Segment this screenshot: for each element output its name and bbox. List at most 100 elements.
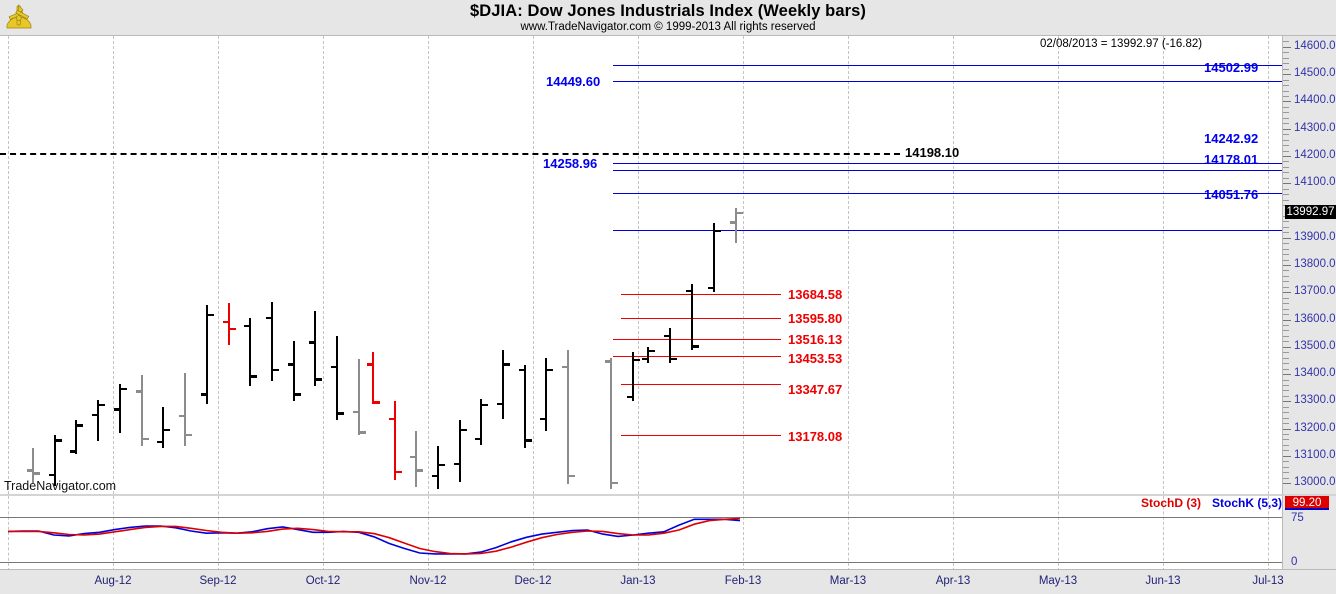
dashed-level-line[interactable]	[0, 153, 900, 155]
price-minor-tick	[1283, 63, 1289, 65]
price-minor-tick	[1283, 232, 1289, 234]
ohlc-bar-range	[97, 399, 100, 441]
price-minor-tick	[1283, 41, 1289, 43]
ohlc-bar-range	[735, 207, 738, 244]
price-minor-tick	[1283, 477, 1289, 479]
price-minor-tick	[1283, 406, 1289, 408]
ohlc-bar-range	[32, 447, 35, 484]
ohlc-bar-open-tick	[70, 450, 75, 453]
ohlc-bar-close-tick	[715, 229, 721, 232]
support-line[interactable]	[621, 435, 781, 436]
ohlc-bar-range	[713, 222, 716, 293]
ohlc-bar-range	[358, 359, 361, 436]
price-minor-tick	[1283, 123, 1289, 125]
ohlc-bar-open-tick	[605, 360, 610, 363]
price-minor-tick	[1283, 259, 1289, 261]
ohlc-bar-range	[545, 357, 548, 432]
ohlc-bar-range	[372, 352, 375, 405]
price-minor-tick	[1283, 363, 1289, 365]
price-tick	[1283, 74, 1291, 76]
ohlc-bar-open-tick	[664, 334, 669, 337]
support-line[interactable]	[621, 318, 781, 319]
ohlc-bar-close-tick	[56, 439, 62, 442]
support-line[interactable]	[621, 294, 781, 295]
resistance-line[interactable]	[613, 230, 1282, 231]
price-plot-area[interactable]: 02/08/2013 = 13992.97 (-16.82) 14198.10 …	[0, 36, 1283, 494]
date-tick-label: Oct-12	[305, 575, 341, 587]
ohlc-bar-open-tick	[389, 417, 394, 421]
support-label: 13347.67	[788, 382, 843, 397]
ohlc-bar-close-tick	[439, 464, 445, 467]
resistance-line[interactable]	[613, 163, 1282, 164]
resistance-label-right: 14178.01	[1204, 152, 1259, 167]
ohlc-bar-close-tick	[99, 404, 105, 407]
gridline-vertical	[953, 36, 954, 494]
support-line[interactable]	[613, 339, 781, 340]
ohlc-bar-close-tick	[34, 472, 40, 475]
ohlc-bar-range	[459, 420, 462, 482]
price-minor-tick	[1283, 314, 1289, 316]
price-minor-tick	[1283, 352, 1289, 354]
ohlc-bar-close-tick	[230, 327, 236, 331]
resistance-line[interactable]	[613, 81, 1282, 82]
price-minor-tick	[1283, 95, 1289, 97]
date-tick-label: Dec-12	[514, 575, 552, 587]
stoch-level-75-line	[0, 517, 1282, 518]
resistance-label-left: 14258.96	[543, 156, 598, 171]
date-tick-label: Jul-13	[1252, 575, 1284, 587]
price-minor-tick	[1283, 472, 1289, 474]
price-minor-tick	[1283, 308, 1289, 310]
date-axis[interactable]: Aug-12 Sep-12 Oct-12 Nov-12 Dec-12 Jan-13 Feb-…	[0, 569, 1336, 594]
ohlc-bar-range	[502, 349, 505, 420]
price-minor-tick	[1283, 297, 1289, 299]
price-minor-tick	[1283, 172, 1289, 174]
last-quote-readout: 02/08/2013 = 13992.97 (-16.82)	[1040, 38, 1203, 50]
support-line[interactable]	[613, 356, 781, 357]
resistance-line[interactable]	[613, 193, 1282, 194]
stoch-level-0-label: 0	[1291, 556, 1298, 568]
gridline-vertical	[743, 36, 744, 494]
price-minor-tick	[1283, 423, 1289, 425]
ohlc-bar-range	[691, 284, 694, 350]
ohlc-bar-open-tick	[686, 289, 691, 292]
price-minor-tick	[1283, 434, 1289, 436]
ohlc-bar-open-tick	[627, 395, 632, 399]
ohlc-bar-close-tick	[121, 387, 127, 391]
gridline-vertical	[428, 496, 429, 569]
resistance-label-right: 14242.92	[1204, 131, 1259, 146]
price-minor-tick	[1283, 368, 1289, 370]
resistance-line[interactable]	[613, 170, 1282, 171]
sextant-icon	[6, 4, 32, 29]
price-tick	[1283, 128, 1291, 130]
ohlc-bar-open-tick	[497, 402, 502, 406]
ohlc-bar-range	[524, 364, 527, 448]
ohlc-bar-open-tick	[179, 414, 184, 418]
price-tick	[1283, 455, 1291, 457]
ohlc-bar-range	[336, 335, 339, 421]
ohlc-bar-open-tick	[309, 341, 314, 344]
gridline-vertical	[533, 36, 534, 494]
ohlc-bar-range	[249, 318, 252, 387]
resistance-line[interactable]	[613, 65, 1282, 66]
price-minor-tick	[1283, 112, 1289, 114]
ohlc-bar-open-tick	[642, 357, 647, 361]
date-tick-label: May-13	[1038, 575, 1078, 587]
price-minor-tick	[1283, 150, 1289, 152]
price-minor-tick	[1283, 226, 1289, 228]
stochastic-axis[interactable]: 99.20 75 0	[1283, 494, 1336, 569]
ohlc-bar-open-tick	[353, 410, 358, 414]
support-line[interactable]	[621, 384, 781, 385]
price-tick-label: 14400.0	[1294, 94, 1336, 107]
price-axis[interactable]: 14600.0 14500.0 14400.0 14300.0 14200.0 14100…	[1283, 36, 1336, 494]
date-tick-label: Feb-13	[724, 575, 762, 587]
ohlc-bar-open-tick	[432, 474, 437, 478]
ohlc-bar-open-tick	[288, 363, 293, 366]
gridline-vertical	[638, 496, 639, 569]
page-subtitle: www.TradeNavigator.com © 1999-2013 All r…	[520, 21, 816, 33]
stochastic-panel[interactable]: StochD (3) StochK (5,3)	[0, 494, 1283, 569]
price-tick-label: 13700.0	[1294, 285, 1336, 298]
date-tick-label: Apr-13	[935, 575, 971, 587]
gridline-vertical	[8, 496, 9, 569]
ohlc-bar-close-tick	[316, 378, 322, 381]
